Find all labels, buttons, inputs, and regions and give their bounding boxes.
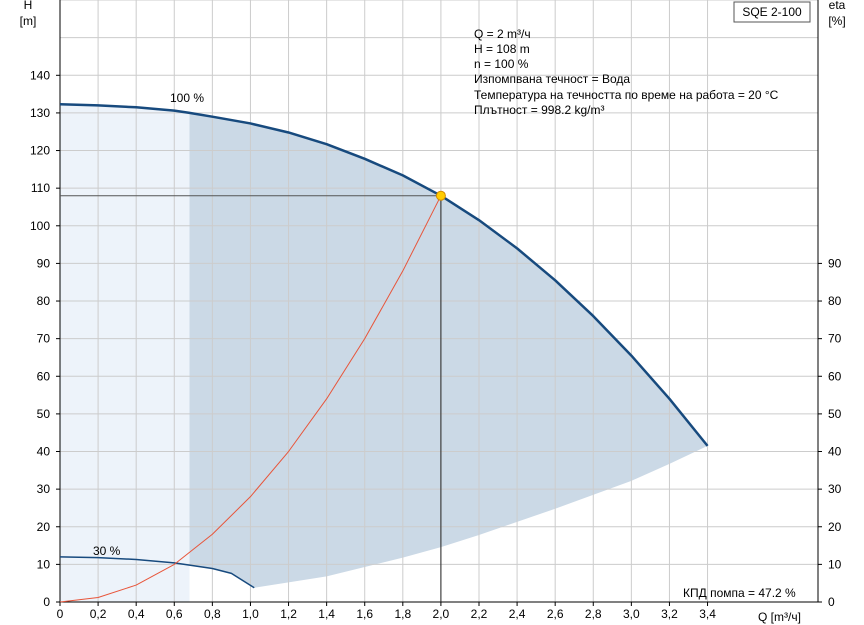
left-tick-label: 50 bbox=[37, 407, 51, 421]
info-liquid: Изпомпвана течност = Вода bbox=[474, 72, 630, 86]
right-tick-label: 40 bbox=[828, 445, 842, 459]
left-tick-label: 0 bbox=[43, 595, 50, 609]
left-tick-label: 70 bbox=[37, 332, 51, 346]
right-tick-label: 90 bbox=[828, 256, 842, 270]
right-tick-label: 20 bbox=[828, 520, 842, 534]
operating-point-marker bbox=[435, 190, 446, 201]
left-tick-label: 90 bbox=[37, 256, 51, 270]
x-tick-label: 3,0 bbox=[623, 607, 640, 621]
operating-point-reference-lines bbox=[60, 195, 442, 602]
info-density: Плътност = 998.2 kg/m³ bbox=[474, 103, 604, 117]
right-tick-label: 70 bbox=[828, 332, 842, 346]
x-tick-label: 1,4 bbox=[318, 607, 335, 621]
left-tick-label: 130 bbox=[30, 106, 50, 120]
x-tick-label: 0 bbox=[57, 607, 64, 621]
left-tick-label: 40 bbox=[37, 445, 51, 459]
curve-30-percent bbox=[59, 556, 255, 589]
info-flow: Q = 2 m³/ч bbox=[474, 27, 531, 41]
right-tick-label: 10 bbox=[828, 557, 842, 571]
x-tick-label: 1,8 bbox=[394, 607, 411, 621]
grid-lines bbox=[60, 0, 818, 602]
left-tick-label: 80 bbox=[37, 294, 51, 308]
x-tick-label: 0,8 bbox=[204, 607, 221, 621]
low-flow-area bbox=[60, 104, 190, 603]
left-tick-label: 120 bbox=[30, 144, 50, 158]
right-tick-label: 30 bbox=[828, 482, 842, 496]
left-tick-label: 20 bbox=[37, 520, 51, 534]
tick-labels: 0 10 20 30 40 50 60 70 80 90 100 110 120 130 140 0 10 20 3… bbox=[30, 68, 842, 621]
x-tick-label: 0,2 bbox=[90, 607, 107, 621]
right-tick-label: 80 bbox=[828, 294, 842, 308]
curve-100-percent bbox=[59, 103, 709, 447]
left-tick-label: 110 bbox=[31, 181, 50, 195]
curve-label-100: 100 % bbox=[170, 91, 204, 105]
operating-range-areas bbox=[60, 104, 708, 603]
series-lines bbox=[59, 103, 709, 603]
info-head: H = 108 m bbox=[474, 42, 530, 56]
right-axis-title: eta bbox=[829, 0, 846, 12]
left-tick-label: 10 bbox=[37, 557, 51, 571]
right-tick-label: 0 bbox=[828, 595, 835, 609]
model-label-box bbox=[733, 1, 811, 23]
left-tick-label: 100 bbox=[30, 219, 50, 233]
curve-label-30: 30 % bbox=[93, 544, 121, 558]
right-tick-label: 60 bbox=[828, 369, 842, 383]
operating-point-dot bbox=[435, 190, 446, 201]
left-tick-label: 140 bbox=[30, 68, 50, 82]
x-tick-label: 0,6 bbox=[166, 607, 183, 621]
info-speed: n = 100 % bbox=[474, 57, 529, 71]
left-tick-label: 30 bbox=[37, 482, 51, 496]
info-temperature: Температура на течността по време на раб… bbox=[474, 88, 779, 102]
x-tick-label: 2,8 bbox=[585, 607, 602, 621]
operating-range-area bbox=[189, 112, 708, 588]
x-tick-label: 2,4 bbox=[509, 607, 526, 621]
x-tick-label: 2,2 bbox=[471, 607, 488, 621]
x-tick-label: 1,0 bbox=[242, 607, 259, 621]
model-label: SQE 2-100 bbox=[742, 5, 802, 19]
left-axis-unit: [m] bbox=[20, 14, 37, 28]
left-axis-title: H bbox=[24, 0, 33, 12]
left-tick-label: 60 bbox=[37, 369, 51, 383]
x-tick-label: 3,4 bbox=[699, 607, 716, 621]
x-tick-label: 0,4 bbox=[128, 607, 145, 621]
x-tick-label: 2,0 bbox=[433, 607, 450, 621]
right-tick-label: 50 bbox=[828, 407, 842, 421]
x-axis-title: Q [m³/ч] bbox=[758, 610, 801, 624]
right-axis-unit: [%] bbox=[828, 14, 845, 28]
efficiency-curve bbox=[59, 195, 442, 603]
x-tick-label: 1,2 bbox=[280, 607, 297, 621]
efficiency-label: КПД помпа = 47.2 % bbox=[683, 586, 796, 600]
x-tick-label: 1,6 bbox=[356, 607, 373, 621]
x-tick-label: 2,6 bbox=[547, 607, 564, 621]
x-tick-label: 3,2 bbox=[661, 607, 678, 621]
